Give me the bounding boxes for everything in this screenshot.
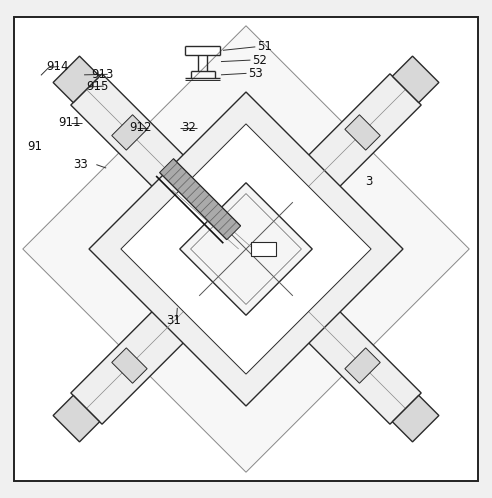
Polygon shape	[71, 74, 204, 207]
Polygon shape	[53, 56, 99, 103]
Text: 913: 913	[92, 68, 114, 81]
Polygon shape	[288, 291, 421, 424]
Text: 51: 51	[257, 40, 272, 53]
Polygon shape	[112, 115, 147, 150]
Polygon shape	[71, 291, 204, 424]
Text: 32: 32	[181, 122, 196, 134]
Polygon shape	[288, 74, 421, 207]
Polygon shape	[180, 183, 312, 315]
Text: 31: 31	[166, 314, 182, 327]
Bar	[251, 242, 277, 256]
Text: 915: 915	[87, 80, 109, 93]
Text: 912: 912	[129, 122, 152, 134]
Text: 33: 33	[73, 158, 88, 171]
Polygon shape	[345, 348, 380, 383]
Polygon shape	[121, 124, 371, 374]
Polygon shape	[23, 26, 469, 472]
Polygon shape	[159, 159, 241, 240]
Polygon shape	[393, 56, 439, 103]
Text: 53: 53	[248, 67, 263, 80]
Text: 52: 52	[252, 54, 267, 67]
Polygon shape	[393, 395, 439, 442]
Polygon shape	[53, 395, 99, 442]
Text: 914: 914	[46, 60, 68, 73]
Polygon shape	[345, 115, 380, 150]
Polygon shape	[112, 348, 147, 383]
Text: 3: 3	[365, 175, 372, 188]
Text: 911: 911	[59, 117, 81, 129]
Text: 91: 91	[28, 140, 43, 153]
Polygon shape	[89, 92, 403, 406]
